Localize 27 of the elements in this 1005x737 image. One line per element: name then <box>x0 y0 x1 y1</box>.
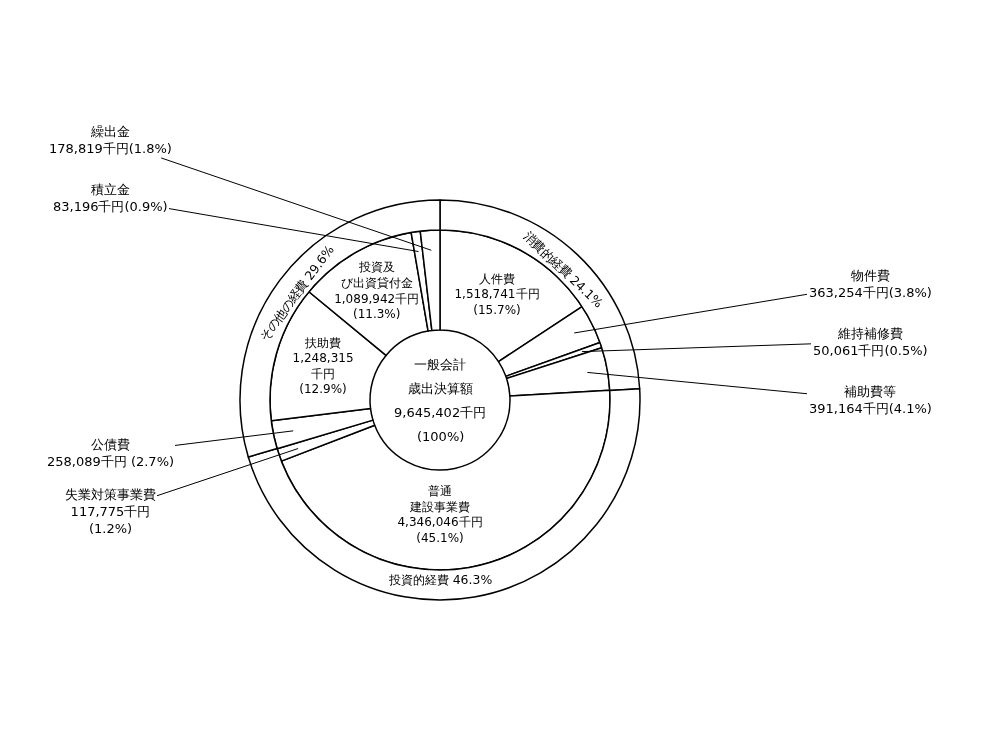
text: 9,645,402千円 <box>394 405 487 420</box>
data-label: 83,196千円(0.9%) <box>53 198 168 214</box>
data-label: 117,775千円 (1.2%) <box>70 503 151 536</box>
data-label: 50,061千円(0.5%) <box>813 342 928 358</box>
slice-label: 物件費 <box>850 268 890 283</box>
data-label: 1,089,942千円 (11.3%) <box>334 291 420 322</box>
data-label: 1,518,741千円 (15.7%) <box>454 287 540 317</box>
slice-label: 投資及び出資貸付金 <box>340 260 413 291</box>
data-label: 4,346,046千円 (45.1%) <box>397 515 483 545</box>
slice-label: 補助費等 <box>844 384 897 399</box>
slice-label: 普通建設事業費 <box>409 484 470 514</box>
data-label: 391,164千円(4.1%) <box>809 400 932 416</box>
data-label: 258,089千円 (2.7%) <box>47 453 175 469</box>
slice-label: 人件費 <box>478 271 515 286</box>
text: 一般会計 <box>414 357 466 372</box>
data-label: 1,248,315 千円 (12.9%) <box>292 351 354 397</box>
slice-label: 積立金 <box>90 182 130 197</box>
slice-label: 失業対策事業費 <box>65 487 156 502</box>
category-label: 投資的経費 46.3% <box>388 571 493 587</box>
slice-label: 扶助費 <box>304 335 342 350</box>
data-label: 363,254千円(3.8%) <box>809 284 932 300</box>
slice-label: 繰出金 <box>89 124 130 139</box>
data-label: 178,819千円(1.8%) <box>49 140 172 156</box>
slice-label: 維持補修費 <box>836 326 903 341</box>
text: (100%) <box>417 429 465 444</box>
slice-label: 公債費 <box>91 437 131 452</box>
text: 歳出決算額 <box>408 381 473 396</box>
